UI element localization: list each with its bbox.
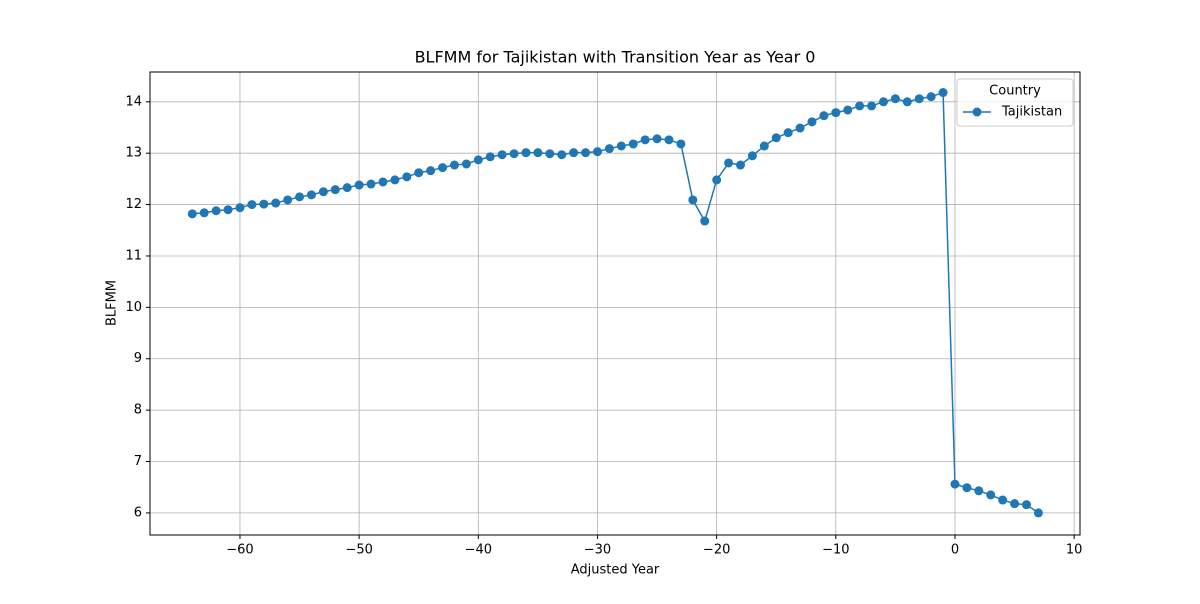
- x-tick-label: −60: [226, 543, 253, 558]
- x-tick-label: −10: [822, 543, 849, 558]
- y-axis-label: BLFMM: [105, 280, 120, 326]
- data-point: [426, 166, 436, 176]
- data-point: [867, 101, 877, 111]
- data-point: [259, 199, 269, 209]
- y-tick-label: 8: [134, 403, 142, 418]
- data-point: [652, 134, 662, 144]
- legend-title: Country: [989, 84, 1041, 99]
- data-point: [783, 128, 793, 138]
- data-point: [878, 97, 888, 107]
- x-axis-label: Adjusted Year: [571, 563, 660, 578]
- data-point: [998, 495, 1008, 505]
- data-point: [676, 139, 686, 149]
- data-point: [378, 177, 388, 187]
- plot-frame: [149, 71, 1081, 536]
- y-tick-label: 14: [125, 94, 142, 109]
- data-point: [223, 205, 233, 215]
- data-point: [974, 486, 984, 496]
- x-tick-label: 0: [951, 543, 959, 558]
- x-tick-label: −20: [703, 543, 730, 558]
- legend-marker: [972, 107, 982, 117]
- data-point: [938, 88, 948, 98]
- legend-label: Tajikistan: [1001, 105, 1062, 120]
- data-point: [449, 160, 459, 170]
- data-point: [354, 180, 364, 190]
- data-point: [1021, 500, 1031, 510]
- data-point: [438, 163, 448, 173]
- data-point: [521, 148, 531, 158]
- data-point: [819, 111, 829, 121]
- data-point: [557, 150, 567, 160]
- data-point: [950, 479, 960, 489]
- data-point: [509, 149, 519, 159]
- data-point: [807, 117, 817, 127]
- data-point: [759, 141, 769, 151]
- x-tick-label: 10: [1066, 543, 1083, 558]
- y-tick-label: 11: [125, 248, 142, 263]
- data-point: [402, 172, 412, 182]
- data-point: [390, 175, 400, 185]
- chart-title: BLFMM for Tajikistan with Transition Yea…: [415, 48, 816, 67]
- data-point: [747, 151, 757, 161]
- data-point: [628, 139, 638, 149]
- y-tick-label: 6: [134, 505, 142, 520]
- data-point: [926, 92, 936, 102]
- y-tick-label: 13: [125, 146, 142, 161]
- data-point: [592, 147, 602, 157]
- data-point: [724, 158, 734, 168]
- data-point: [962, 483, 972, 493]
- data-point: [890, 94, 900, 104]
- data-point: [306, 190, 316, 200]
- data-point: [640, 135, 650, 145]
- x-tick-label: −40: [465, 543, 492, 558]
- data-point: [831, 108, 841, 118]
- data-point: [688, 195, 698, 205]
- data-point: [247, 200, 257, 210]
- data-point: [604, 144, 614, 154]
- data-point: [569, 148, 579, 158]
- data-point: [855, 101, 865, 111]
- data-point: [283, 195, 293, 205]
- data-point: [986, 490, 996, 500]
- legend-box: [956, 78, 1074, 127]
- data-point: [414, 168, 424, 178]
- data-point: [235, 203, 245, 213]
- data-point: [211, 206, 221, 216]
- data-point: [1010, 499, 1020, 509]
- data-point: [295, 192, 305, 202]
- data-point: [473, 155, 483, 165]
- x-tick-label: −30: [584, 543, 611, 558]
- data-point: [271, 198, 281, 208]
- data-point: [330, 185, 340, 195]
- data-point: [843, 105, 853, 115]
- data-point: [545, 149, 555, 159]
- data-point: [342, 183, 352, 193]
- data-point: [485, 152, 495, 162]
- data-point: [914, 94, 924, 104]
- data-point: [1033, 508, 1043, 518]
- data-point: [712, 175, 722, 185]
- data-point: [735, 160, 745, 170]
- data-point: [795, 123, 805, 133]
- x-tick-label: −50: [345, 543, 372, 558]
- data-point: [318, 187, 328, 197]
- y-tick-label: 9: [134, 351, 142, 366]
- data-point: [664, 135, 674, 145]
- y-tick-label: 7: [134, 454, 142, 469]
- data-point: [700, 216, 710, 226]
- data-point: [902, 97, 912, 107]
- data-line: [192, 91, 1039, 514]
- data-point: [199, 208, 209, 218]
- y-tick-label: 12: [125, 197, 142, 212]
- data-point: [581, 148, 591, 158]
- data-point: [366, 179, 376, 189]
- data-point: [187, 209, 197, 219]
- y-tick-label: 10: [125, 300, 142, 315]
- data-point: [616, 141, 626, 151]
- data-point: [533, 148, 543, 158]
- data-point: [497, 150, 507, 160]
- data-point: [461, 159, 471, 169]
- data-point: [771, 133, 781, 143]
